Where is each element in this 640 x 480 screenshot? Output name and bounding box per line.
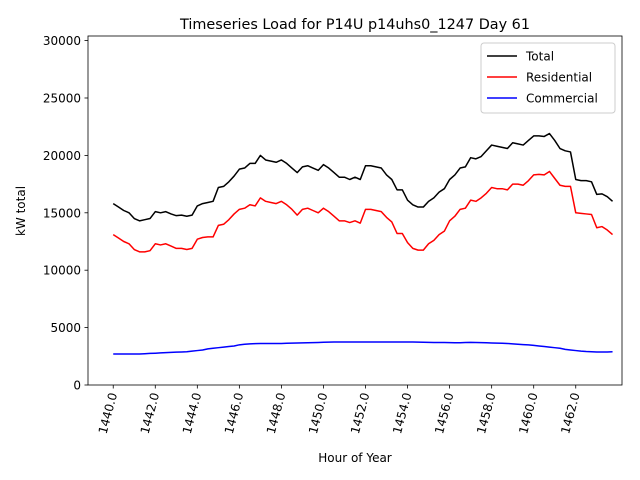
series-line-total	[112, 132, 614, 222]
y-axis: 0 5000 10000 15000 20000 25000 30000	[43, 34, 88, 393]
series-line-residential	[112, 170, 614, 253]
legend-frame	[480, 42, 616, 114]
plot-frame	[87, 35, 623, 386]
legend-entries: Total Residential Commercial	[487, 50, 598, 106]
chart-title: Timeseries Load for P14U p14uhs0_1247 Da…	[179, 17, 530, 33]
series-layer	[112, 132, 614, 355]
legend-label-residential: Residential	[526, 71, 592, 85]
legend-label-total: Total	[525, 50, 554, 64]
y-tick-label: 30000	[43, 34, 81, 48]
legend-label-commercial: Commercial	[526, 92, 598, 106]
series-line-commercial	[113, 341, 613, 355]
x-axis-label: Hour of Year	[318, 451, 392, 465]
y-tick-label: 5000	[50, 321, 81, 335]
y-tick-label: 0	[73, 379, 81, 393]
y-tick-label: 15000	[43, 206, 81, 220]
y-tick-label: 10000	[43, 264, 81, 278]
y-axis-label: kW total	[14, 186, 28, 236]
y-tick-label: 25000	[43, 91, 81, 105]
legend: Total Residential Commercial	[480, 42, 616, 114]
y-tick-label: 20000	[43, 149, 81, 163]
